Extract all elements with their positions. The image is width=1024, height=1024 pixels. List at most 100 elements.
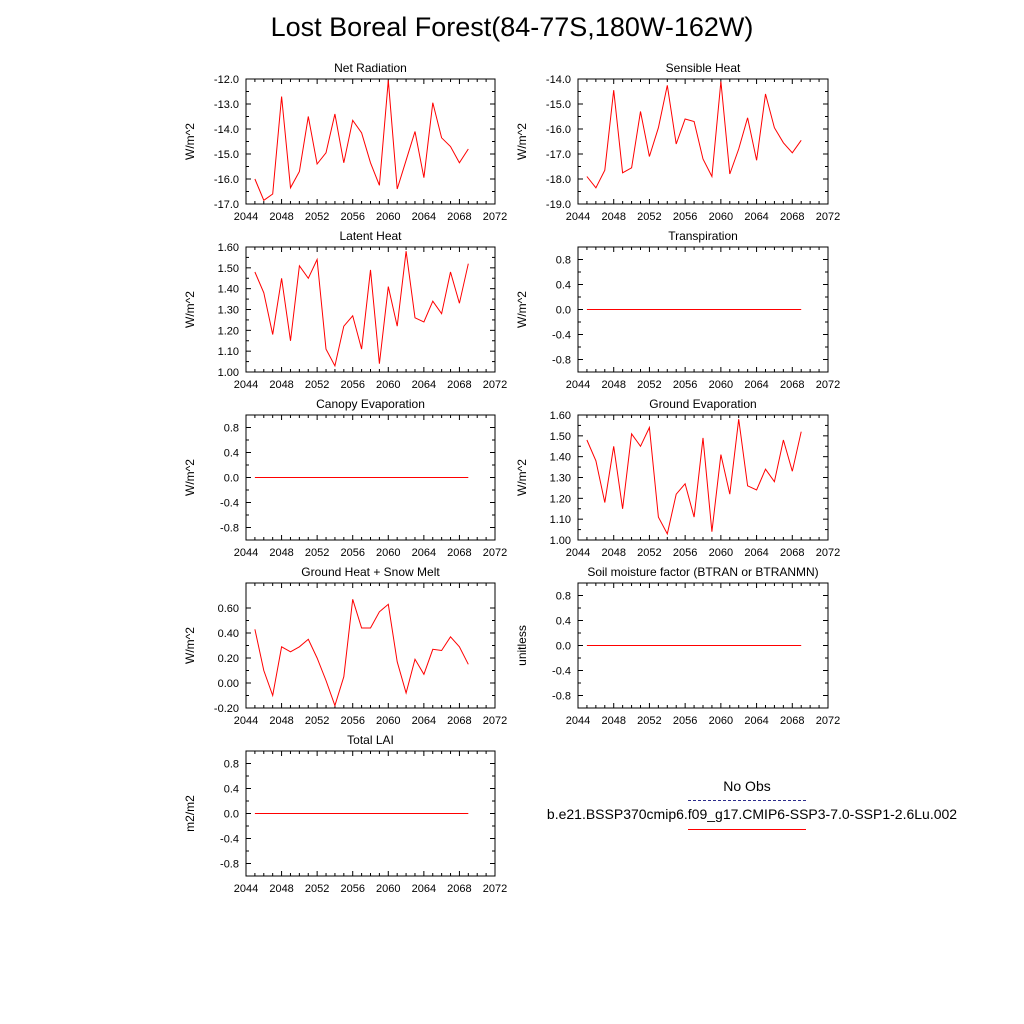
x-tick-label: 2064 [412,547,436,559]
x-tick-label: 2048 [269,379,293,391]
chart-panel: Total LAI m2/m2 2044 2048 2052 2056 2060 2064 20… [183,733,507,895]
y-tick-label: 0.4 [556,280,571,292]
x-tick-label: 2056 [340,211,364,223]
chart-panel: Net Radiation W/m^2 2044 2048 2052 2056 2060 20… [183,61,507,223]
x-tick-label: 2056 [673,715,697,727]
x-tick-label: 2048 [269,883,293,895]
y-tick-label: 0.00 [218,678,239,690]
y-tick-label: 1.20 [550,493,571,505]
chart-panel: Latent Heat W/m^2 2044 2048 2052 2056 2060 2064… [183,229,507,391]
x-tick-label: 2056 [340,379,364,391]
series-line [254,251,469,368]
y-tick-label: 1.60 [218,242,239,254]
x-tick-label: 2056 [673,547,697,559]
y-tick-label: -16.0 [546,124,571,136]
x-tick-label: 2048 [601,211,625,223]
y-tick-label: -15.0 [546,99,571,111]
chart-title: Canopy Evaporation [316,397,425,411]
x-tick-label: 2060 [709,547,733,559]
x-tick-label: 2052 [637,379,661,391]
y-tick-label: 0.4 [224,448,239,460]
x-tick-label: 2060 [376,547,400,559]
x-tick-label: 2068 [780,211,804,223]
y-tick-label: 0.8 [224,423,239,435]
x-tick-label: 2056 [673,211,697,223]
y-tick-label: -19.0 [546,199,571,211]
y-tick-label: 0.0 [556,305,571,317]
y-tick-label: 1.60 [550,410,571,422]
chart-panel: Canopy Evaporation W/m^2 2044 2048 2052 2056 2… [183,397,507,559]
x-tick-label: 2052 [305,379,329,391]
x-tick-label: 2064 [412,211,436,223]
chart-panel: Soil moisture factor (BTRAN or BTRANMN) u… [515,565,840,727]
x-tick-label: 2048 [601,715,625,727]
legend-model-line [688,829,806,830]
x-tick-label: 2044 [566,379,590,391]
x-tick-label: 2068 [447,883,471,895]
y-tick-label: -0.4 [220,834,239,846]
x-tick-label: 2056 [340,547,364,559]
x-tick-label: 2068 [780,379,804,391]
x-tick-label: 2044 [566,211,590,223]
y-tick-label: 1.00 [550,535,571,547]
chart-panel: Ground Evaporation W/m^2 2044 2048 2052 2056 2… [515,397,840,559]
y-axis-label: W/m^2 [515,123,529,160]
x-tick-label: 2072 [816,379,840,391]
y-tick-label: 0.4 [224,784,239,796]
chart-panel: Transpiration W/m^2 2044 2048 2052 2056 2060 20… [515,229,840,391]
chart-title: Total LAI [347,733,394,747]
x-tick-label: 2052 [305,547,329,559]
series-line [254,80,469,202]
x-tick-label: 2068 [447,379,471,391]
y-tick-label: -16.0 [214,174,239,186]
y-tick-label: 1.10 [550,514,571,526]
y-tick-label: 1.50 [550,431,571,443]
y-tick-label: 0.8 [556,255,571,267]
series-line [586,81,802,189]
x-tick-label: 2044 [234,715,258,727]
y-tick-label: -13.0 [214,99,239,111]
x-tick-label: 2072 [483,715,507,727]
y-tick-label: 0.0 [224,809,239,821]
y-tick-label: -17.0 [214,199,239,211]
y-tick-label: 1.00 [218,367,239,379]
series-line [254,599,469,708]
x-tick-label: 2056 [673,379,697,391]
y-tick-label: -0.8 [220,523,239,535]
y-tick-label: 1.40 [218,284,239,296]
x-tick-label: 2044 [234,883,258,895]
x-tick-label: 2052 [637,715,661,727]
x-tick-label: 2060 [376,715,400,727]
x-tick-label: 2052 [637,547,661,559]
y-tick-label: 0.60 [218,603,239,615]
y-tick-label: -15.0 [214,149,239,161]
x-tick-label: 2064 [744,715,768,727]
x-tick-label: 2044 [566,547,590,559]
plot-frame [577,414,829,541]
y-axis-label: W/m^2 [183,291,197,328]
x-tick-label: 2060 [709,379,733,391]
y-tick-label: 0.4 [556,616,571,628]
y-tick-label: -0.4 [552,666,571,678]
x-tick-label: 2052 [305,883,329,895]
x-tick-label: 2068 [447,547,471,559]
chart-title: Ground Heat + Snow Melt [301,565,440,579]
x-tick-label: 2072 [483,211,507,223]
y-tick-label: 1.40 [550,452,571,464]
x-tick-label: 2072 [816,715,840,727]
x-tick-label: 2056 [340,715,364,727]
x-tick-label: 2056 [340,883,364,895]
y-tick-label: -0.4 [220,498,239,510]
page-title: Lost Boreal Forest(84-77S,180W-162W) [270,12,754,42]
legend-obs-line [688,800,806,801]
legend-model-label: b.e21.BSSP370cmip6.f09_g17.CMIP6-SSP3-7.… [546,806,958,822]
y-tick-label: -14.0 [546,74,571,86]
y-tick-label: 1.30 [218,305,239,317]
y-axis-label: W/m^2 [183,123,197,160]
y-axis-label: W/m^2 [183,459,197,496]
x-tick-label: 2052 [305,211,329,223]
x-tick-label: 2048 [269,211,293,223]
y-tick-label: -12.0 [214,74,239,86]
x-tick-label: 2060 [709,715,733,727]
